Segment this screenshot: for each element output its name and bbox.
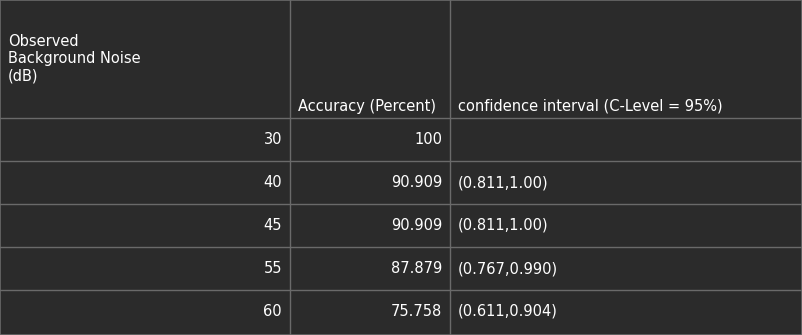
Text: 45: 45 [264, 218, 282, 233]
Text: 90.909: 90.909 [391, 218, 442, 233]
Text: 100: 100 [414, 132, 442, 147]
Text: (0.767,0.990): (0.767,0.990) [458, 261, 558, 276]
Text: confidence interval (C-Level = 95%): confidence interval (C-Level = 95%) [458, 98, 723, 114]
Text: (0.611,0.904): (0.611,0.904) [458, 304, 558, 319]
Text: 60: 60 [263, 304, 282, 319]
Text: Accuracy (Percent): Accuracy (Percent) [298, 98, 436, 114]
Text: Observed
Background Noise
(dB): Observed Background Noise (dB) [8, 34, 140, 84]
Text: 90.909: 90.909 [391, 175, 442, 190]
Text: 30: 30 [264, 132, 282, 147]
Text: 87.879: 87.879 [391, 261, 442, 276]
Text: (0.811,1.00): (0.811,1.00) [458, 218, 549, 233]
Text: 55: 55 [264, 261, 282, 276]
Text: 75.758: 75.758 [391, 304, 442, 319]
Text: 40: 40 [263, 175, 282, 190]
Text: (0.811,1.00): (0.811,1.00) [458, 175, 549, 190]
